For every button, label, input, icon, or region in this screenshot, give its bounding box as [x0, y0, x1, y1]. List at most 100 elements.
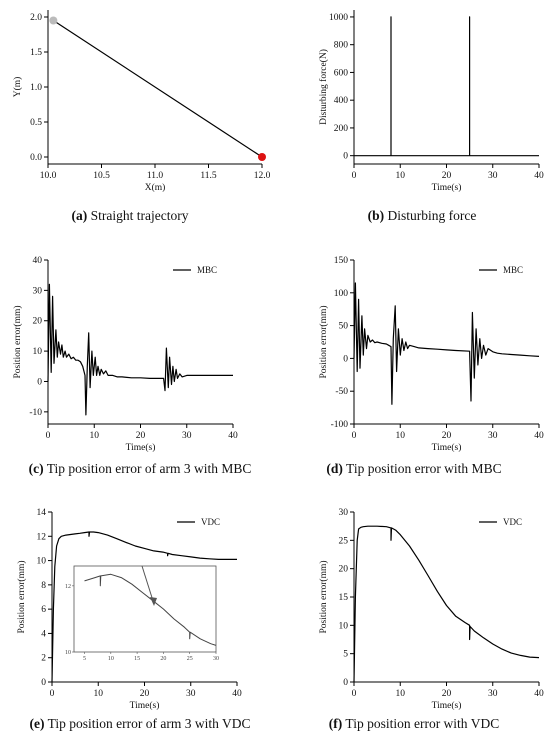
y-tick-label: 1000	[329, 13, 348, 23]
caption-d: (d) Tip position error with MBC	[326, 461, 501, 476]
y-axis-title: Position error(mm)	[318, 560, 329, 633]
y-tick-label: 600	[334, 68, 349, 78]
y-tick-label: 14	[37, 508, 47, 518]
inset-x-tick-label: 20	[160, 656, 166, 662]
y-tick-label: -10	[29, 408, 42, 418]
endpoint-marker	[258, 153, 266, 161]
y-tick-label: 6	[41, 605, 46, 615]
x-tick-label: 30	[186, 689, 196, 699]
x-tick-label: 11.5	[200, 171, 217, 181]
y-tick-label: 10	[33, 347, 43, 357]
y-tick-label: 50	[339, 322, 349, 332]
endpoint-marker	[49, 16, 58, 25]
y-tick-label: 4	[41, 629, 46, 639]
x-tick-label: 30	[488, 171, 498, 181]
inset-x-tick-label: 15	[134, 656, 140, 662]
y-tick-label: 10	[37, 557, 47, 567]
x-tick-label: 40	[228, 431, 238, 441]
inset-x-tick-label: 25	[187, 656, 193, 662]
x-tick-label: 10.0	[40, 171, 57, 181]
x-tick-label: 20	[442, 171, 452, 181]
y-tick-label: 400	[334, 96, 349, 106]
y-tick-label: 8	[41, 581, 46, 591]
x-axis-title: Time(s)	[126, 442, 156, 453]
inset-x-tick-label: 5	[83, 656, 86, 662]
x-axis-title: X(m)	[145, 182, 166, 193]
y-tick-label: 0	[41, 678, 46, 688]
x-tick-label: 0	[46, 431, 51, 441]
x-tick-label: 0	[352, 431, 357, 441]
y-tick-label: 1.0	[30, 83, 42, 93]
x-tick-label: 10	[94, 689, 104, 699]
y-tick-label: 0.5	[30, 118, 42, 128]
y-tick-label: 0	[343, 354, 348, 364]
x-tick-label: 20	[136, 431, 146, 441]
y-tick-label: 0.0	[30, 153, 42, 163]
inset-y-tick-label: 10	[65, 650, 71, 656]
y-tick-label: 100	[334, 289, 349, 299]
caption-e: (e) Tip position error of arm 3 with VDC	[30, 716, 251, 731]
chart-e: 0 10 20 30 40 0 2 4 6 8 10 12 14 Time(s) Position erro…	[16, 508, 242, 711]
inset-chart: 5 10 15 20 25 30 10 12	[65, 565, 219, 662]
x-tick-label: 30	[182, 431, 192, 441]
y-tick-label: 15	[339, 593, 349, 603]
y-tick-label: 0	[343, 152, 348, 162]
y-tick-label: 0	[343, 678, 348, 688]
x-tick-label: 40	[534, 431, 544, 441]
y-tick-label: 0	[37, 377, 42, 387]
chart-a: 10.0 10.5 11.0 11.5 12.0 0.0 0.5 1.0 1.5 2.0 X(m) Y…	[12, 10, 271, 193]
y-axis-title: Position error(mm)	[12, 305, 23, 378]
inset-y-tick-label: 12	[65, 584, 71, 590]
inset-frame	[73, 565, 217, 653]
chart-d: 0 10 20 30 40 -100 -50 0 50 100 150 Time(s) Position…	[318, 256, 544, 453]
legend-label: VDC	[201, 517, 220, 527]
caption-b: (b) Disturbing force	[368, 208, 477, 223]
x-tick-label: 10	[396, 171, 406, 181]
y-tick-label: 20	[33, 317, 43, 327]
x-tick-label: 0	[352, 689, 357, 699]
series-line	[51, 531, 237, 683]
x-tick-label: 20	[140, 689, 150, 699]
y-tick-label: 20	[339, 565, 349, 575]
x-tick-label: 10	[90, 431, 100, 441]
inset-x-tick-label: 30	[213, 656, 219, 662]
y-tick-label: 1.5	[30, 48, 42, 58]
zoom-arrow-head	[150, 597, 157, 606]
x-tick-label: 40	[534, 689, 544, 699]
y-tick-label: 25	[339, 536, 349, 546]
y-tick-label: 10	[339, 621, 349, 631]
y-tick-label: 40	[33, 256, 43, 266]
x-tick-label: 10	[396, 431, 406, 441]
legend-label: MBC	[197, 265, 217, 275]
x-axis-title: Time(s)	[432, 442, 462, 453]
x-tick-label: 11.0	[147, 171, 164, 181]
x-axis-title: Time(s)	[130, 700, 160, 711]
series-line	[353, 525, 540, 683]
x-tick-label: 10	[396, 689, 406, 699]
series-line	[47, 283, 233, 416]
y-tick-label: 2	[41, 654, 46, 664]
y-tick-label: 30	[33, 286, 43, 296]
y-axis-title: Y(m)	[12, 77, 23, 98]
x-tick-label: 10.5	[93, 171, 110, 181]
chart-b: 0 10 20 30 4002004006008001000Time(s)Disturb…	[318, 10, 544, 193]
y-tick-label: -50	[335, 387, 348, 397]
x-axis-title: Time(s)	[432, 700, 462, 711]
x-tick-label: 20	[442, 431, 452, 441]
caption-c: (c) Tip position error of arm 3 with MBC	[29, 461, 252, 476]
x-tick-label: 0	[352, 171, 357, 181]
x-tick-label: 40	[232, 689, 242, 699]
x-tick-label: 20	[442, 689, 452, 699]
y-tick-label: -100	[331, 420, 349, 430]
y-axis-title: Position error(mm)	[16, 560, 27, 633]
series-line	[53, 19, 263, 158]
x-axis-title: Time(s)	[432, 182, 462, 193]
y-tick-label: 30	[339, 508, 349, 518]
y-tick-label: 800	[334, 41, 349, 51]
y-axis-title: Disturbing force(N)	[318, 49, 329, 125]
caption-a: (a) Straight trajectory	[72, 208, 189, 223]
chart-f: 0 10 20 30 40 0 5 10 15 20 25 30 Time(s) Position err…	[318, 508, 544, 711]
x-tick-label: 40	[534, 171, 544, 181]
x-tick-label: 12.0	[254, 171, 271, 181]
